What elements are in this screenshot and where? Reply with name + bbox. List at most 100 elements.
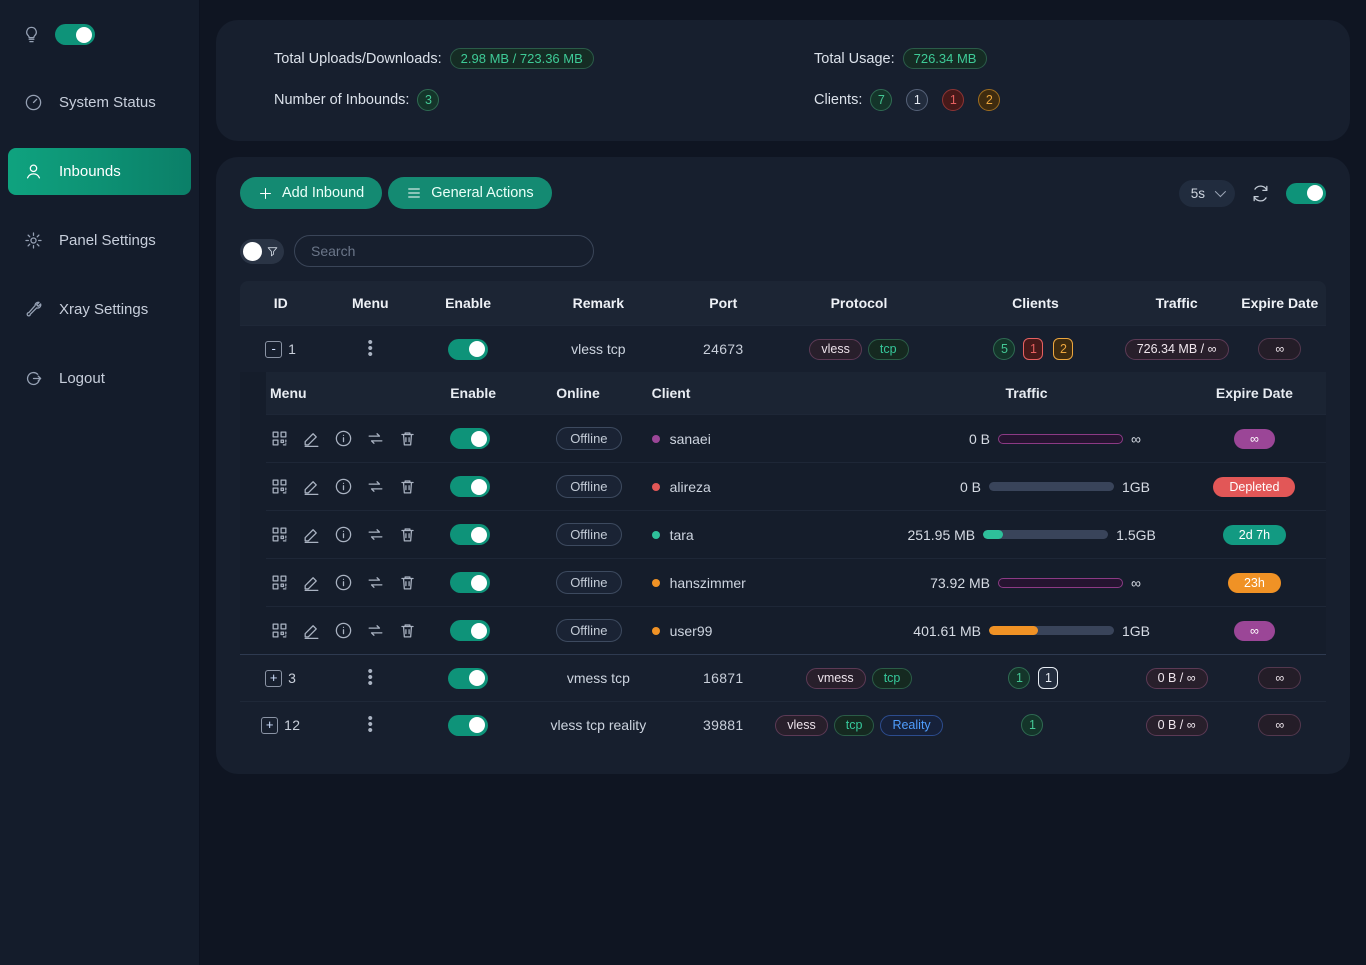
online-status-badge: Offline xyxy=(556,619,622,642)
inbound-row-3[interactable]: + 3 • • • vmess tcp 16871 vmess tcp 1 1 0 … xyxy=(240,654,1326,701)
inbound-enable-switch[interactable] xyxy=(448,667,489,689)
inbound-port: 24673 xyxy=(703,341,744,357)
search-row xyxy=(240,235,1326,267)
collapse-row-button[interactable]: - xyxy=(265,340,283,358)
inbound-remark: vless tcp xyxy=(571,341,626,357)
qr-code-icon[interactable] xyxy=(270,525,289,544)
qr-code-icon[interactable] xyxy=(270,621,289,640)
theme-toggle-row xyxy=(8,18,191,65)
sidebar-item-panel-settings[interactable]: Panel Settings xyxy=(8,217,191,264)
add-inbound-label: Add Inbound xyxy=(282,185,365,201)
client-row: Offline user99 401.61 MB 1GB ∞ xyxy=(266,606,1326,654)
stat-label: Clients: xyxy=(814,92,863,108)
refresh-interval-value: 5s xyxy=(1190,185,1205,201)
traffic-bar xyxy=(989,482,1114,491)
clients-table-header: Menu Enable Online Client Traffic Expire… xyxy=(266,372,1326,414)
inbound-remark: vless tcp reality xyxy=(550,717,647,733)
traffic-used: 0 B xyxy=(969,430,991,447)
add-inbound-button[interactable]: Add Inbound xyxy=(240,177,383,209)
inbound-expire-pill: ∞ xyxy=(1258,714,1302,736)
sidebar-item-logout[interactable]: Logout xyxy=(8,355,191,402)
reset-traffic-icon[interactable] xyxy=(366,621,385,640)
lightbulb-icon xyxy=(26,26,37,43)
delete-icon[interactable] xyxy=(398,477,417,496)
col-header-expire-date: Expire Date xyxy=(1215,385,1293,401)
client-enable-switch[interactable] xyxy=(450,428,491,449)
traffic-bar xyxy=(998,577,1124,588)
sidebar-item-system-status[interactable]: System Status xyxy=(8,79,191,126)
edit-icon[interactable] xyxy=(302,525,321,544)
col-header-traffic: Traffic xyxy=(1005,385,1048,401)
sidebar-item-label: System Status xyxy=(59,94,156,111)
info-icon[interactable] xyxy=(334,429,353,448)
reset-traffic-icon[interactable] xyxy=(366,525,385,544)
row-menu-button[interactable]: • • • xyxy=(367,334,373,363)
sidebar-item-xray-settings[interactable]: Xray Settings xyxy=(8,286,191,333)
client-enable-switch[interactable] xyxy=(450,524,491,545)
traffic-cap: ∞ xyxy=(1131,574,1141,591)
qr-code-icon[interactable] xyxy=(270,429,289,448)
delete-icon[interactable] xyxy=(398,429,417,448)
sidebar-item-inbounds[interactable]: Inbounds xyxy=(8,148,191,195)
info-icon[interactable] xyxy=(334,573,353,592)
client-expire-badge: Depleted xyxy=(1213,476,1296,497)
traffic-cap: ∞ xyxy=(1131,430,1141,447)
search-input[interactable] xyxy=(294,235,594,267)
row-menu-button[interactable]: • • • xyxy=(367,710,373,739)
inbound-traffic-pill: 0 B / ∞ xyxy=(1145,714,1208,736)
info-icon[interactable] xyxy=(334,525,353,544)
general-actions-button[interactable]: General Actions xyxy=(388,177,552,209)
clients-subtable: Menu Enable Online Client Traffic Expire… xyxy=(240,372,1326,654)
client-name: tara xyxy=(669,526,694,543)
info-icon[interactable] xyxy=(334,477,353,496)
edit-icon[interactable] xyxy=(302,621,321,640)
auto-refresh-switch[interactable] xyxy=(1286,182,1326,204)
inbound-enable-switch[interactable] xyxy=(448,338,489,360)
reset-traffic-icon[interactable] xyxy=(366,429,385,448)
sidebar-item-label: Inbounds xyxy=(59,163,121,180)
refresh-icon[interactable] xyxy=(1251,184,1270,203)
traffic-used: 73.92 MB xyxy=(930,574,991,591)
inbound-row-12[interactable]: + 12 • • • vless tcp reality 39881 vless t… xyxy=(240,701,1326,748)
stats-card: Total Uploads/Downloads: 2.98 MB / 723.3… xyxy=(216,20,1350,141)
inbound-row-1[interactable]: - 1 • • • vless tcp 24673 vless tcp 5 1 2 … xyxy=(240,325,1326,372)
col-header-online: Online xyxy=(556,385,600,401)
edit-icon[interactable] xyxy=(302,477,321,496)
col-header-enable: Enable xyxy=(445,295,491,311)
filter-switch[interactable] xyxy=(240,238,284,264)
delete-icon[interactable] xyxy=(398,621,417,640)
sidebar-item-label: Logout xyxy=(59,370,105,387)
inbound-remark: vmess tcp xyxy=(566,670,630,686)
expand-row-button[interactable]: + xyxy=(261,716,279,734)
toolbar: Add Inbound General Actions 5s xyxy=(240,177,1326,209)
delete-icon[interactable] xyxy=(398,525,417,544)
logout-icon xyxy=(26,371,42,386)
edit-icon[interactable] xyxy=(302,573,321,592)
edit-icon[interactable] xyxy=(302,429,321,448)
client-enable-switch[interactable] xyxy=(450,620,491,641)
theme-switch[interactable] xyxy=(55,24,95,45)
gear-icon xyxy=(25,232,42,249)
funnel-icon xyxy=(267,246,278,256)
delete-icon[interactable] xyxy=(398,573,417,592)
client-enable-switch[interactable] xyxy=(450,572,491,593)
inbound-enable-switch[interactable] xyxy=(448,714,489,736)
expand-row-button[interactable]: + xyxy=(265,669,283,687)
qr-code-icon[interactable] xyxy=(270,573,289,592)
col-header-remark: Remark xyxy=(572,295,625,311)
info-icon[interactable] xyxy=(334,621,353,640)
reset-traffic-icon[interactable] xyxy=(366,573,385,592)
qr-code-icon[interactable] xyxy=(270,477,289,496)
number-of-inbounds: Number of Inbounds: 3 xyxy=(274,89,814,111)
protocol-tag: tcp xyxy=(871,667,913,689)
inbound-id: 3 xyxy=(288,670,297,686)
refresh-interval-select[interactable]: 5s xyxy=(1178,179,1235,207)
clients-expiring-badge: 2 xyxy=(978,89,1001,111)
client-enable-switch[interactable] xyxy=(450,476,491,497)
col-header-menu: Menu xyxy=(352,295,389,311)
client-name: hanszimmer xyxy=(669,574,746,591)
uploads-value-pill: 2.98 MB / 723.36 MB xyxy=(449,48,594,69)
row-menu-button[interactable]: • • • xyxy=(367,663,373,692)
reset-traffic-icon[interactable] xyxy=(366,477,385,496)
